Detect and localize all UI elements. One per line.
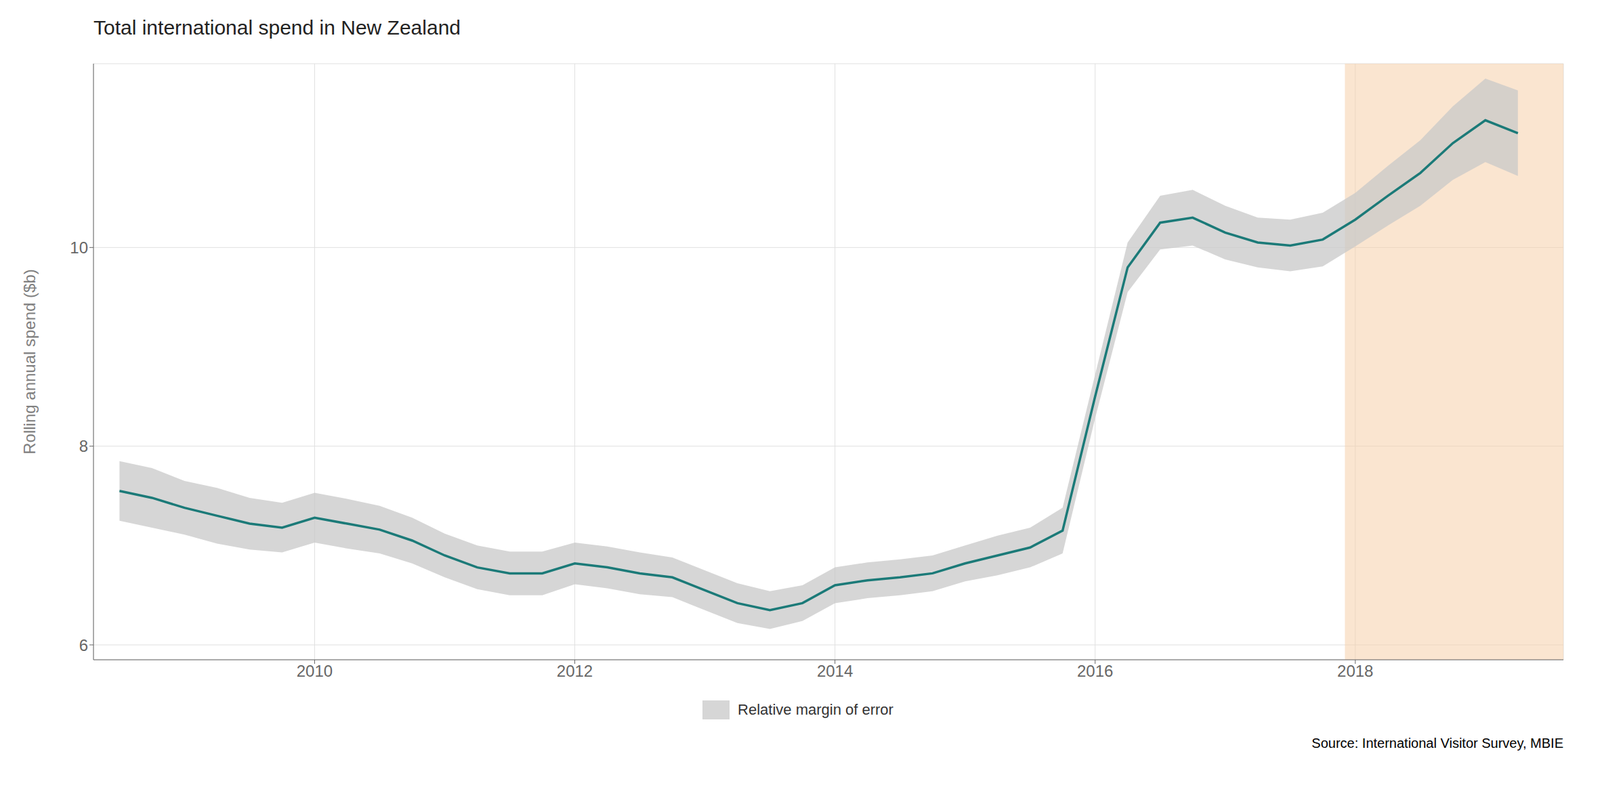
svg-text:8: 8: [79, 436, 89, 456]
svg-text:2016: 2016: [1077, 661, 1113, 681]
svg-text:2018: 2018: [1337, 661, 1374, 681]
svg-text:6: 6: [79, 636, 89, 655]
svg-text:2014: 2014: [816, 661, 853, 681]
svg-text:2012: 2012: [556, 661, 593, 681]
svg-text:2010: 2010: [296, 661, 333, 681]
html-text:Total international spend in N: Total international spend in New Zealand: [93, 16, 461, 39]
svg-text:10: 10: [69, 238, 89, 257]
html-text:Source: International Visitor: Source: International Visitor Survey, MB…: [1311, 735, 1564, 751]
html-text:Relative margin of error: Relative margin of error: [737, 701, 894, 719]
svg-text:Rolling annual spend ($b): Rolling annual spend ($b): [20, 268, 39, 455]
